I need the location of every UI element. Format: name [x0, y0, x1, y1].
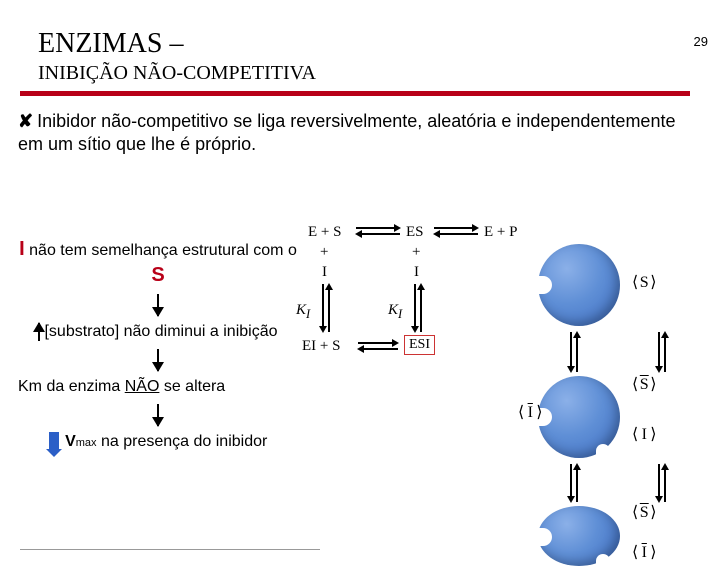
- I-1: I: [322, 264, 327, 281]
- title-rule: [20, 91, 690, 96]
- ESI-box: ESI: [404, 335, 435, 355]
- angle-I: ⟨I⟩: [632, 424, 657, 444]
- plus-2: +: [412, 244, 420, 261]
- enzyme-circle: [538, 244, 620, 326]
- arrow-down-icon: [157, 404, 159, 426]
- vequilibrium-arrow-icon: [320, 284, 332, 332]
- equilibrium-arrow-icon: [434, 226, 478, 236]
- bullet-x-icon: ✘: [18, 111, 33, 131]
- vequilibrium-arrow-icon: [656, 332, 668, 372]
- angle-I-ov: ⟨I⟩: [518, 402, 543, 422]
- left-line2: [substrato] não diminui a inibição: [18, 322, 298, 343]
- enzyme-circle: [538, 506, 620, 566]
- plus-1: +: [320, 244, 328, 261]
- symbol-max: max: [76, 437, 97, 449]
- angle-I-ov2: ⟨I⟩: [632, 542, 657, 562]
- intro-text: ✘Inibidor não-competitivo se liga revers…: [18, 110, 702, 155]
- vequilibrium-arrow-icon: [568, 464, 580, 502]
- left-line1: I não tem semelhança estrutural com o S: [18, 236, 298, 288]
- KI-1: KI: [296, 302, 310, 322]
- title-block: ENZIMAS – INIBIÇÃO NÃO-COMPETITIVA: [38, 28, 720, 85]
- bottom-rule: [20, 549, 320, 550]
- line1-text: não tem semelhança estrutural com o: [25, 242, 297, 259]
- eq-E-plus-S: E + S: [308, 224, 341, 241]
- symbol-V: V: [65, 433, 76, 450]
- arrow-down-icon: [157, 349, 159, 371]
- arrow-down-icon: [157, 294, 159, 316]
- sub-title: INIBIÇÃO NÃO-COMPETITIVA: [38, 62, 720, 85]
- I-2: I: [414, 264, 419, 281]
- arrow-up-icon: [38, 323, 40, 341]
- angle-S-ov2: ⟨S⟩: [632, 502, 657, 522]
- eq-E-plus-P: E + P: [484, 224, 517, 241]
- vequilibrium-arrow-icon: [412, 284, 424, 332]
- line3-post: se altera: [159, 378, 225, 395]
- line3-nao: NÃO: [125, 378, 160, 395]
- line3-pre: Km da enzima: [18, 378, 125, 395]
- left-column: I não tem semelhança estrutural com o S …: [18, 236, 298, 452]
- arrow-down-blue-icon: [49, 432, 59, 450]
- symbol-S: S: [151, 264, 164, 286]
- KI-2: KI: [388, 302, 402, 322]
- reaction-diagram: E + S ES E + P + + I I KI KI EI + S ESI: [308, 224, 708, 544]
- main-title: ENZIMAS –: [38, 28, 720, 60]
- intro-sentence: Inibidor não-competitivo se liga reversi…: [18, 111, 675, 154]
- angle-S-ov: ⟨S⟩: [632, 374, 657, 394]
- eq-EI-plus-S: EI + S: [302, 338, 340, 355]
- line2-text: [substrato] não diminui a inibição: [44, 323, 277, 340]
- page-number: 29: [694, 34, 708, 49]
- vequilibrium-arrow-icon: [656, 464, 668, 502]
- equilibrium-arrow-icon: [358, 341, 398, 351]
- equilibrium-arrow-icon: [356, 226, 400, 236]
- left-line4: Vmax na presença do inibidor: [18, 432, 298, 453]
- line4-text: na presença do inibidor: [101, 433, 267, 450]
- vequilibrium-arrow-icon: [568, 332, 580, 372]
- enzyme-circle: [538, 376, 620, 458]
- left-line3: Km da enzima NÃO se altera: [18, 377, 298, 398]
- eq-ES: ES: [406, 224, 424, 241]
- angle-S: ⟨S⟩: [632, 272, 657, 292]
